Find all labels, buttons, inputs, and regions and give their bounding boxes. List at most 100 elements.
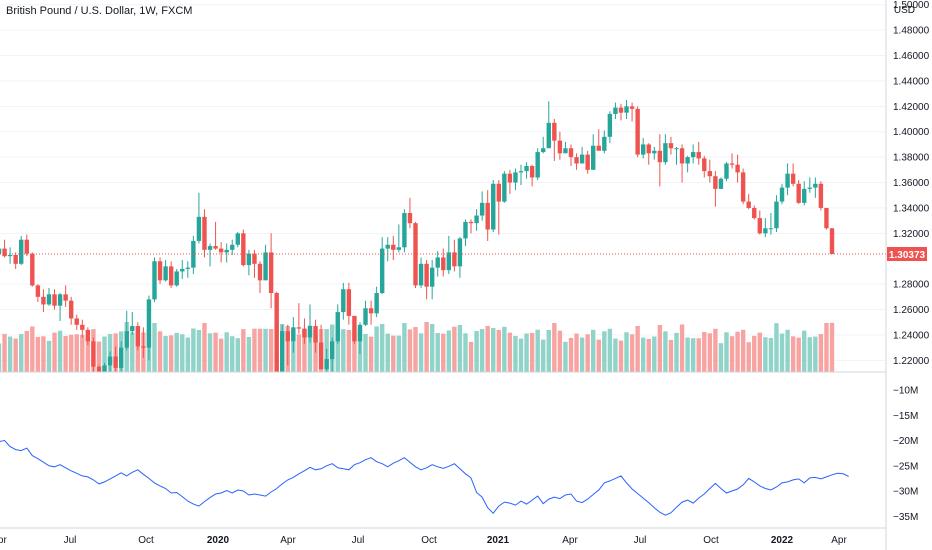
candle[interactable]	[502, 171, 507, 203]
candle[interactable]	[818, 181, 824, 211]
candle[interactable]	[435, 251, 440, 277]
candle[interactable]	[441, 248, 446, 277]
candle[interactable]	[418, 257, 424, 288]
candle[interactable]	[713, 171, 718, 207]
candle[interactable]	[674, 146, 679, 165]
candle[interactable]	[757, 210, 763, 235]
candle[interactable]	[552, 119, 557, 161]
candle[interactable]	[152, 257, 157, 302]
candle[interactable]	[557, 131, 563, 160]
candle[interactable]	[141, 327, 146, 358]
candle[interactable]	[213, 221, 218, 250]
candle[interactable]	[35, 284, 41, 302]
candle[interactable]	[802, 181, 807, 206]
candle[interactable]	[285, 324, 290, 366]
candle[interactable]	[224, 243, 229, 263]
candle[interactable]	[230, 239, 235, 255]
candle[interactable]	[368, 300, 374, 325]
candle[interactable]	[24, 234, 29, 257]
candle[interactable]	[257, 261, 263, 294]
candle[interactable]	[696, 141, 701, 165]
candle[interactable]	[657, 134, 663, 187]
candle[interactable]	[274, 291, 279, 372]
candle[interactable]	[585, 150, 590, 174]
candle[interactable]	[635, 106, 640, 158]
candle[interactable]	[246, 249, 252, 276]
candle[interactable]	[779, 183, 785, 205]
candle[interactable]	[768, 213, 774, 235]
candle[interactable]	[424, 260, 429, 300]
candle[interactable]	[374, 286, 379, 318]
candle[interactable]	[346, 282, 352, 325]
candle[interactable]	[591, 134, 596, 170]
candle[interactable]	[807, 177, 812, 193]
candlestick-series[interactable]	[0, 99, 835, 372]
candle[interactable]	[568, 144, 574, 167]
candle[interactable]	[485, 190, 490, 241]
candle[interactable]	[663, 134, 668, 165]
candle[interactable]	[429, 260, 435, 300]
candle[interactable]	[235, 232, 240, 248]
candle[interactable]	[829, 228, 835, 255]
candle[interactable]	[518, 164, 524, 186]
candle[interactable]	[752, 205, 757, 220]
candle[interactable]	[479, 191, 485, 221]
candle[interactable]	[180, 260, 185, 280]
candle[interactable]	[813, 177, 818, 198]
candle[interactable]	[352, 315, 357, 344]
candle[interactable]	[690, 144, 696, 164]
candle[interactable]	[268, 233, 274, 309]
candle[interactable]	[324, 348, 329, 372]
candle[interactable]	[402, 209, 407, 253]
candle[interactable]	[446, 235, 452, 274]
candle[interactable]	[579, 146, 585, 164]
candle[interactable]	[474, 209, 479, 231]
candle[interactable]	[13, 252, 18, 269]
time-axis[interactable]: Apr Jul Oct 2020 Apr Jul Oct 2021 Apr Jul Oct 2022 A…	[0, 535, 847, 546]
candle[interactable]	[524, 162, 529, 179]
candle[interactable]	[457, 237, 463, 278]
candle[interactable]	[602, 130, 607, 154]
candle[interactable]	[357, 322, 363, 354]
candle[interactable]	[790, 163, 796, 187]
candle[interactable]	[113, 346, 118, 372]
candle[interactable]	[168, 261, 174, 288]
candle[interactable]	[385, 237, 390, 262]
candle[interactable]	[341, 282, 346, 320]
candle[interactable]	[252, 249, 257, 278]
candle[interactable]	[174, 268, 179, 287]
candle[interactable]	[118, 341, 124, 372]
candle[interactable]	[507, 169, 513, 194]
candle[interactable]	[57, 293, 63, 321]
candle[interactable]	[824, 207, 829, 230]
candle[interactable]	[30, 252, 35, 287]
candle[interactable]	[546, 101, 551, 149]
candle[interactable]	[130, 312, 135, 335]
candle[interactable]	[146, 295, 152, 361]
candle[interactable]	[596, 129, 601, 151]
candle[interactable]	[707, 159, 713, 183]
candle[interactable]	[2, 239, 7, 258]
candle[interactable]	[96, 365, 102, 372]
candle[interactable]	[452, 239, 457, 272]
candle[interactable]	[724, 162, 729, 182]
candle[interactable]	[640, 138, 646, 159]
candle[interactable]	[535, 148, 540, 180]
indicator-axis[interactable]: −10M −15M −20M −25M −30M −35M	[893, 386, 918, 523]
candle[interactable]	[729, 153, 735, 169]
candle[interactable]	[679, 144, 685, 183]
candle[interactable]	[241, 229, 246, 267]
candle[interactable]	[407, 197, 413, 229]
candle[interactable]	[496, 179, 501, 235]
candle[interactable]	[391, 235, 396, 261]
candle[interactable]	[746, 193, 751, 210]
candle[interactable]	[718, 177, 724, 189]
candle[interactable]	[102, 362, 107, 372]
candle[interactable]	[491, 179, 496, 233]
candle[interactable]	[318, 324, 324, 370]
candle[interactable]	[646, 143, 651, 165]
candle[interactable]	[624, 99, 629, 120]
candle[interactable]	[280, 324, 285, 372]
